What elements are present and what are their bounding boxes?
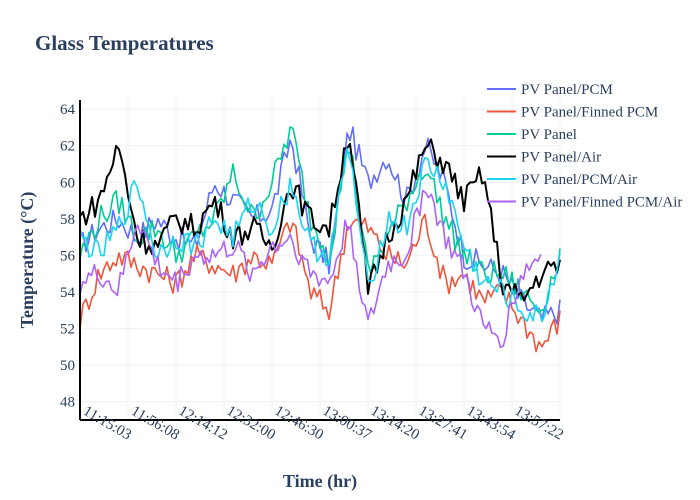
y-tick-label: 62 [60, 139, 75, 155]
legend-item[interactable]: PV Panel/Air [487, 150, 601, 166]
legend-item[interactable]: PV Panel/Finned PCM/Air [487, 195, 682, 211]
grid [80, 100, 561, 420]
y-tick-label: 58 [60, 212, 75, 228]
y-ticks: 48 50 52 54 56 58 60 62 64 [60, 102, 76, 411]
x-tick-label: 12:46:30 [272, 403, 326, 444]
legend-item[interactable]: PV Panel/PCM/Air [487, 172, 637, 188]
legend[interactable]: PV Panel/PCM PV Panel/Finned PCM PV Panel P… [487, 82, 682, 211]
x-tick-label: 13:43:54 [464, 403, 519, 444]
legend-label: PV Panel/Air [521, 150, 601, 166]
x-tick-label: 13:27:41 [416, 403, 470, 444]
x-tick-label: 11:56:08 [128, 403, 182, 443]
x-axis-title: Time (hr) [283, 471, 357, 492]
legend-label: PV Panel/PCM [521, 82, 613, 98]
series-line-4 [79, 138, 561, 302]
y-tick-label: 48 [60, 395, 75, 411]
x-tick-label: 11:15:03 [80, 403, 134, 443]
series-line-6 [79, 189, 542, 349]
y-axis-title: Temperature (°C) [17, 192, 38, 329]
y-tick-label: 52 [60, 322, 75, 338]
y-tick-label: 56 [60, 248, 76, 264]
legend-label: PV Panel [521, 127, 577, 143]
x-tick-label: 13:57:22 [512, 403, 566, 444]
legend-label: PV Panel/Finned PCM [521, 105, 658, 121]
legend-label: PV Panel/Finned PCM/Air [521, 195, 682, 211]
y-tick-label: 60 [60, 175, 75, 191]
legend-item[interactable]: PV Panel/Finned PCM [487, 105, 658, 121]
legend-item[interactable]: PV Panel/PCM [487, 82, 613, 98]
legend-item[interactable]: PV Panel [487, 127, 577, 143]
x-tick-label: 13:00:37 [320, 403, 375, 444]
series-line-5 [79, 147, 561, 323]
y-tick-label: 64 [60, 102, 76, 118]
x-tick-label: 13:14:20 [368, 403, 422, 444]
y-tick-label: 50 [60, 358, 75, 374]
x-ticks: 11:15:0311:56:0812:14:1212:32:0012:46:30… [80, 403, 566, 444]
x-tick-label: 12:32:00 [224, 403, 278, 444]
series-line-3 [79, 126, 561, 314]
series-line-1 [79, 126, 561, 325]
legend-label: PV Panel/PCM/Air [521, 172, 637, 188]
x-tick-label: 12:14:12 [176, 403, 230, 444]
series-lines [79, 126, 561, 353]
y-tick-label: 54 [60, 285, 76, 301]
chart-title: Glass Temperatures [35, 31, 214, 55]
